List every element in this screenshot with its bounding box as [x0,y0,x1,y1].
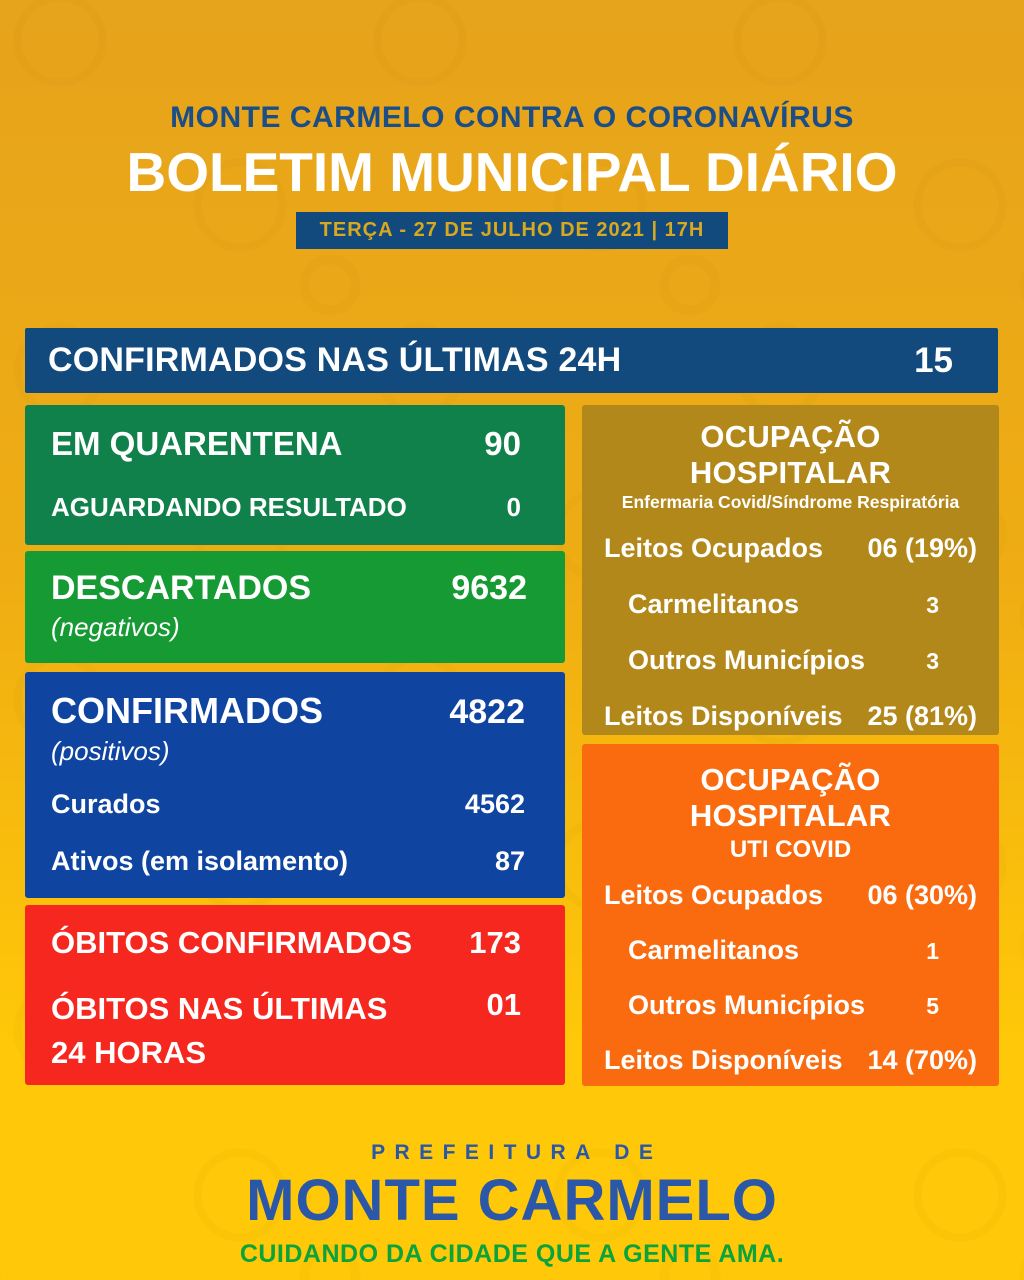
active-value: 87 [494,846,525,876]
deaths-24h-label: ÓBITOS NAS ÚLTIMAS 24 HORAS [51,991,388,1071]
ward-occupied-value: 06 (19%) [867,533,977,563]
icu-available-label: Leitos Disponíveis [604,1045,843,1075]
confirmed-box: CONFIRMADOS 4822 (positivos) Curados 456… [25,672,565,898]
deaths-total-value: 173 [469,925,521,960]
stat-row-confirmed-total: CONFIRMADOS 4822 [51,690,525,732]
stat-row-awaiting-result: AGUARDANDO RESULTADO 0 [51,492,521,523]
icu-title: OCUPAÇÃO HOSPITALAR [689,762,892,833]
awaiting-result-value: 0 [506,492,521,522]
icu-rows: Leitos Ocupados 06 (30%) Carmelitanos 1 … [604,880,977,1076]
hospital-ward-box: OCUPAÇÃO HOSPITALAR Enfermaria Covid/Sín… [582,405,999,735]
icu-other-value: 5 [926,993,939,1019]
stat-row-active: Ativos (em isolamento) 87 [51,846,525,877]
city-hall-logo: PREFEITURA DE MONTE CARMELO CUIDANDO DA … [0,1141,1024,1269]
discarded-label: DESCARTADOS [51,569,312,607]
quarantine-label: EM QUARENTENA [51,425,343,462]
icu-occupied-label: Leitos Ocupados [604,880,824,910]
quarantine-box: EM QUARENTENA 90 AGUARDANDO RESULTADO 0 [25,405,565,545]
discarded-value: 9632 [451,569,527,607]
discarded-box: DESCARTADOS 9632 (negativos) [25,551,565,663]
icu-other-label: Outros Municípios [628,990,866,1020]
cured-value: 4562 [464,789,525,819]
ward-rows: Leitos Ocupados 06 (19%) Carmelitanos 3 … [604,533,977,732]
stat-row-ward-other: Outros Municípios 3 [604,645,977,676]
date-badge-wrap: TERÇA - 27 DE JULHO DE 2021 | 17H [0,212,1024,249]
stat-row-ward-local: Carmelitanos 3 [604,589,977,620]
stat-row-icu-other: Outros Municípios 5 [604,990,977,1021]
confirmed-value: 4822 [449,693,525,731]
stat-row-quarantine: EM QUARENTENA 90 [51,425,521,463]
logo-pre-title: PREFEITURA DE [371,1141,663,1164]
ward-subtitle: Enfermaria Covid/Síndrome Respiratória [621,492,960,512]
ward-occupied-label: Leitos Ocupados [604,533,824,563]
quarantine-value: 90 [484,425,521,462]
icu-local-value: 1 [926,938,939,964]
icu-subtitle: UTI COVID [729,836,852,863]
stat-row-ward-occupied: Leitos Ocupados 06 (19%) [604,533,977,564]
stat-row-icu-occupied: Leitos Ocupados 06 (30%) [604,880,977,911]
icu-available-value: 14 (70%) [867,1045,977,1075]
logo-slogan: CUIDANDO DA CIDADE QUE A GENTE AMA. [239,1240,785,1268]
awaiting-result-label: AGUARDANDO RESULTADO [51,492,407,522]
ward-local-label: Carmelitanos [628,589,800,619]
stat-row-discarded: DESCARTADOS 9632 [51,569,527,608]
cured-label: Curados [51,789,161,819]
deaths-box: ÓBITOS CONFIRMADOS 173 ÓBITOS NAS ÚLTIMA… [25,905,565,1085]
ward-available-label: Leitos Disponíveis [604,701,843,731]
deaths-total-label: ÓBITOS CONFIRMADOS [51,925,413,960]
confirmed-detail-rows: Curados 4562 Ativos (em isolamento) 87 [51,789,525,877]
ward-other-value: 3 [926,648,939,674]
stat-row-deaths-24h: ÓBITOS NAS ÚLTIMAS 24 HORAS 01 [51,987,521,1075]
discarded-subtitle: (negativos) [51,612,180,642]
stat-row-icu-available: Leitos Disponíveis 14 (70%) [604,1045,977,1076]
confirmed-label: CONFIRMADOS [51,690,323,731]
ward-local-value: 3 [926,592,939,618]
logo-city-name: MONTE CARMELO [246,1168,778,1233]
deaths-24h-value: 01 [486,987,521,1022]
icu-local-label: Carmelitanos [628,935,800,965]
confirmed-subtitle: (positivos) [51,736,170,766]
ward-available-value: 25 (81%) [867,701,977,731]
confirmed-24h-value: 15 [914,340,953,380]
header-tagline: MONTE CARMELO CONTRA O CORONAVÍRUS [170,101,854,134]
confirmed-24h-bar: CONFIRMADOS NAS ÚLTIMAS 24H 15 [25,328,998,393]
date-badge: TERÇA - 27 DE JULHO DE 2021 | 17H [295,212,729,249]
hospital-icu-box: OCUPAÇÃO HOSPITALAR UTI COVID Leitos Ocu… [582,744,999,1086]
icu-occupied-value: 06 (30%) [867,880,977,910]
stat-row-ward-available: Leitos Disponíveis 25 (81%) [604,701,977,732]
stat-row-deaths-total: ÓBITOS CONFIRMADOS 173 [51,925,521,961]
confirmed-24h-label: CONFIRMADOS NAS ÚLTIMAS 24H [48,341,622,379]
ward-other-label: Outros Municípios [628,645,866,675]
stat-row-icu-local: Carmelitanos 1 [604,935,977,966]
stat-row-cured: Curados 4562 [51,789,525,820]
page-title: BOLETIM MUNICIPAL DIÁRIO [126,141,898,203]
ward-title: OCUPAÇÃO HOSPITALAR [689,419,892,490]
active-label: Ativos (em isolamento) [51,846,349,876]
